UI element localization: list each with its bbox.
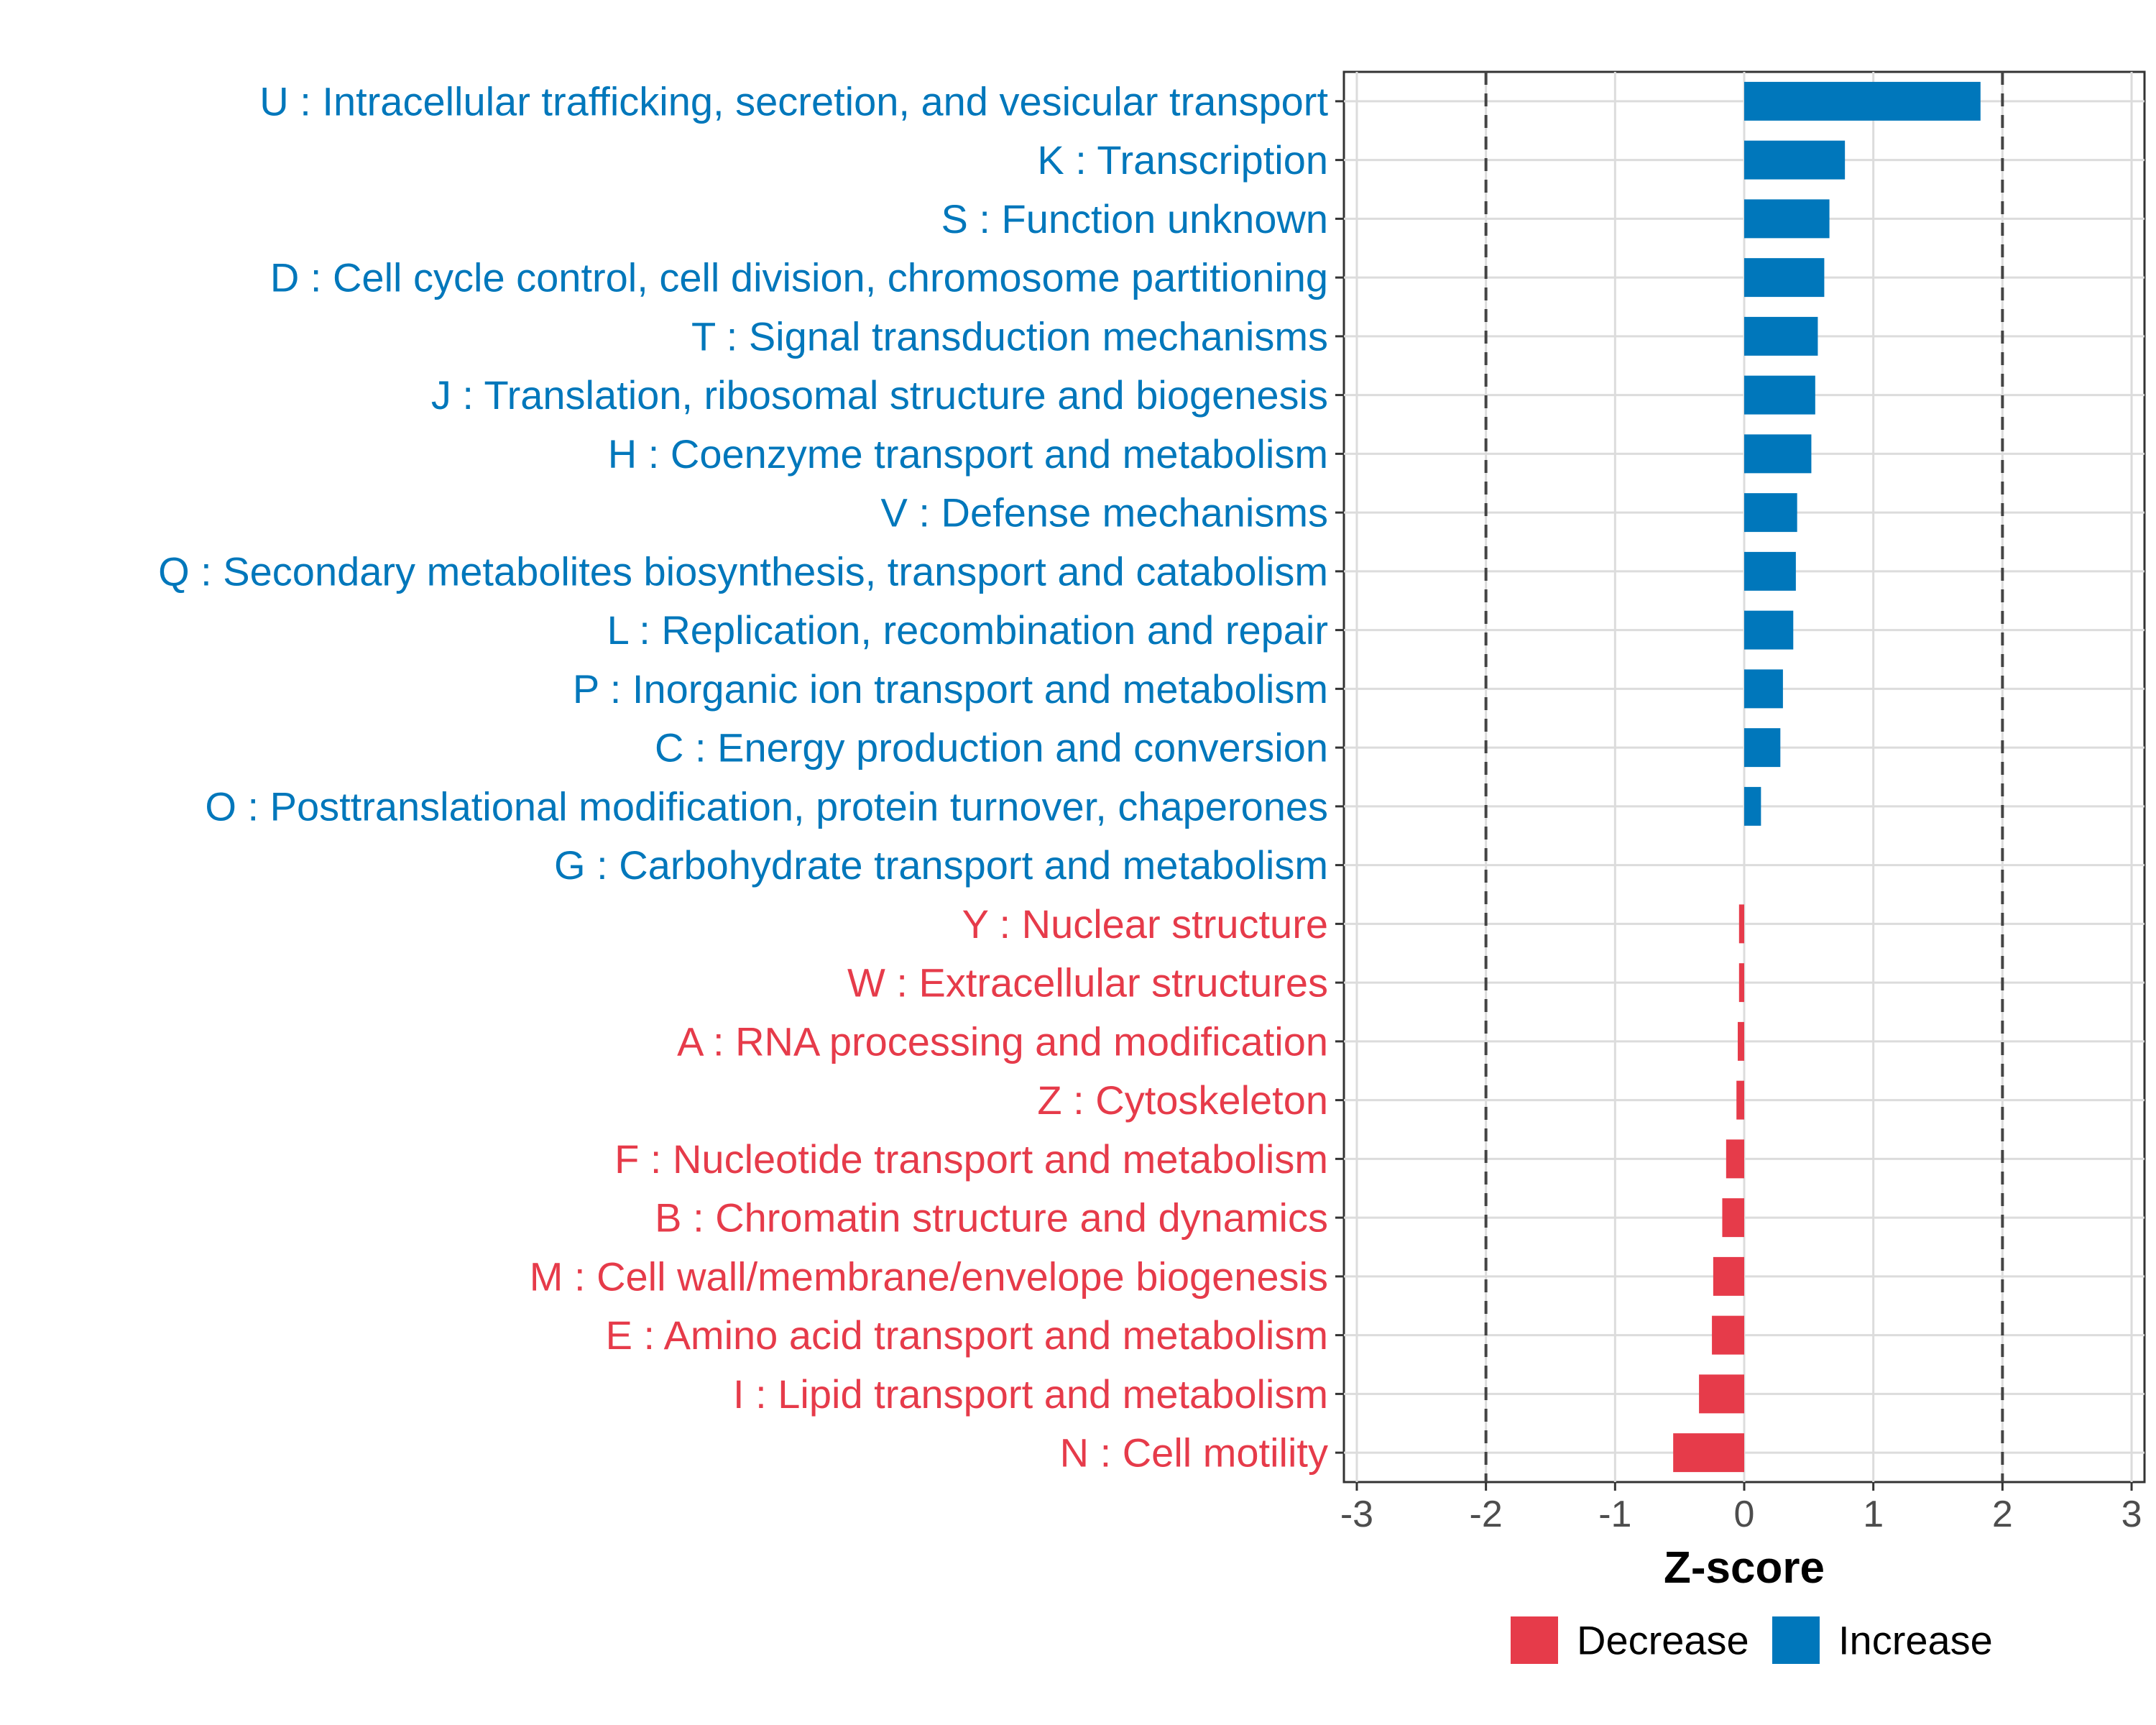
bar [1722,1198,1744,1238]
x-tick-label: 3 [2122,1494,2142,1535]
bars [1673,81,1981,1473]
x-axis-title: Z-score [1664,1543,1825,1593]
category-label: Z : Cytoskeleton [1037,1077,1328,1123]
bar [1744,728,1781,768]
category-label: Y : Nuclear structure [962,901,1328,947]
bar [1744,551,1796,591]
category-label: Q : Secondary metabolites biosynthesis, … [158,548,1328,594]
bar [1744,199,1830,239]
category-label: A : RNA processing and modification [677,1018,1328,1064]
reference-lines [1484,72,2004,1482]
bar [1744,786,1761,826]
legend-label: Decrease [1577,1618,1749,1663]
category-label: T : Signal transduction mechanisms [691,313,1328,359]
category-label: O : Posttranslational modification, prot… [205,783,1328,829]
legend-label: Increase [1838,1618,1993,1663]
bar [1738,1021,1744,1061]
category-label: L : Replication, recombination and repai… [607,607,1328,653]
category-label: F : Nucleotide transport and metabolism [614,1136,1328,1182]
bar [1738,963,1744,1003]
x-tick-label: 0 [1734,1494,1755,1535]
bar [1726,1139,1744,1179]
x-tick-label: -3 [1340,1494,1373,1535]
x-tick-label: 1 [1863,1494,1884,1535]
x-tick-label: -2 [1470,1494,1503,1535]
category-label: W : Extracellular structures [847,960,1328,1006]
category-label: V : Defense mechanisms [881,490,1328,535]
bar [1744,434,1812,474]
category-label: N : Cell motility [1060,1430,1328,1476]
bar [1744,316,1818,356]
bar [1699,1374,1744,1414]
category-label: U : Intracellular trafficking, secretion… [259,78,1328,124]
bar [1738,904,1744,944]
category-label: C : Energy production and conversion [655,725,1328,770]
legend-swatch [1772,1616,1820,1664]
category-label: M : Cell wall/membrane/envelope biogenes… [530,1254,1328,1299]
category-label: P : Inorganic ion transport and metaboli… [573,666,1328,712]
legend-swatch [1511,1616,1558,1664]
x-tick-label: -1 [1598,1494,1631,1535]
category-label: D : Cell cycle control, cell division, c… [270,255,1328,300]
bar [1673,1433,1744,1473]
legend: Decrease Increase [1511,1616,1993,1664]
x-axis: -3 -2 -1 0 1 2 3 [1340,1482,2142,1535]
bar [1744,493,1797,533]
category-label: J : Translation, ribosomal structure and… [431,372,1328,418]
category-label: I : Lipid transport and metabolism [733,1371,1328,1417]
category-label: B : Chromatin structure and dynamics [655,1195,1328,1241]
bar [1744,375,1815,415]
category-label: G : Carbohydrate transport and metabolis… [554,842,1328,888]
category-label: K : Transcription [1037,137,1328,183]
bar [1744,81,1981,121]
bar [1744,140,1846,180]
x-tick-label: 2 [1992,1494,2013,1535]
category-label: S : Function unknown [941,196,1328,242]
category-label: H : Coenzyme transport and metabolism [608,431,1328,477]
bar [1736,1080,1744,1120]
category-labels: U : Intracellular trafficking, secretion… [158,78,1344,1476]
bar [1712,1315,1744,1355]
bar [1713,1256,1744,1296]
category-label: E : Amino acid transport and metabolism [606,1312,1328,1358]
bar [1744,610,1794,650]
bar [1744,669,1783,709]
bar [1744,258,1825,298]
